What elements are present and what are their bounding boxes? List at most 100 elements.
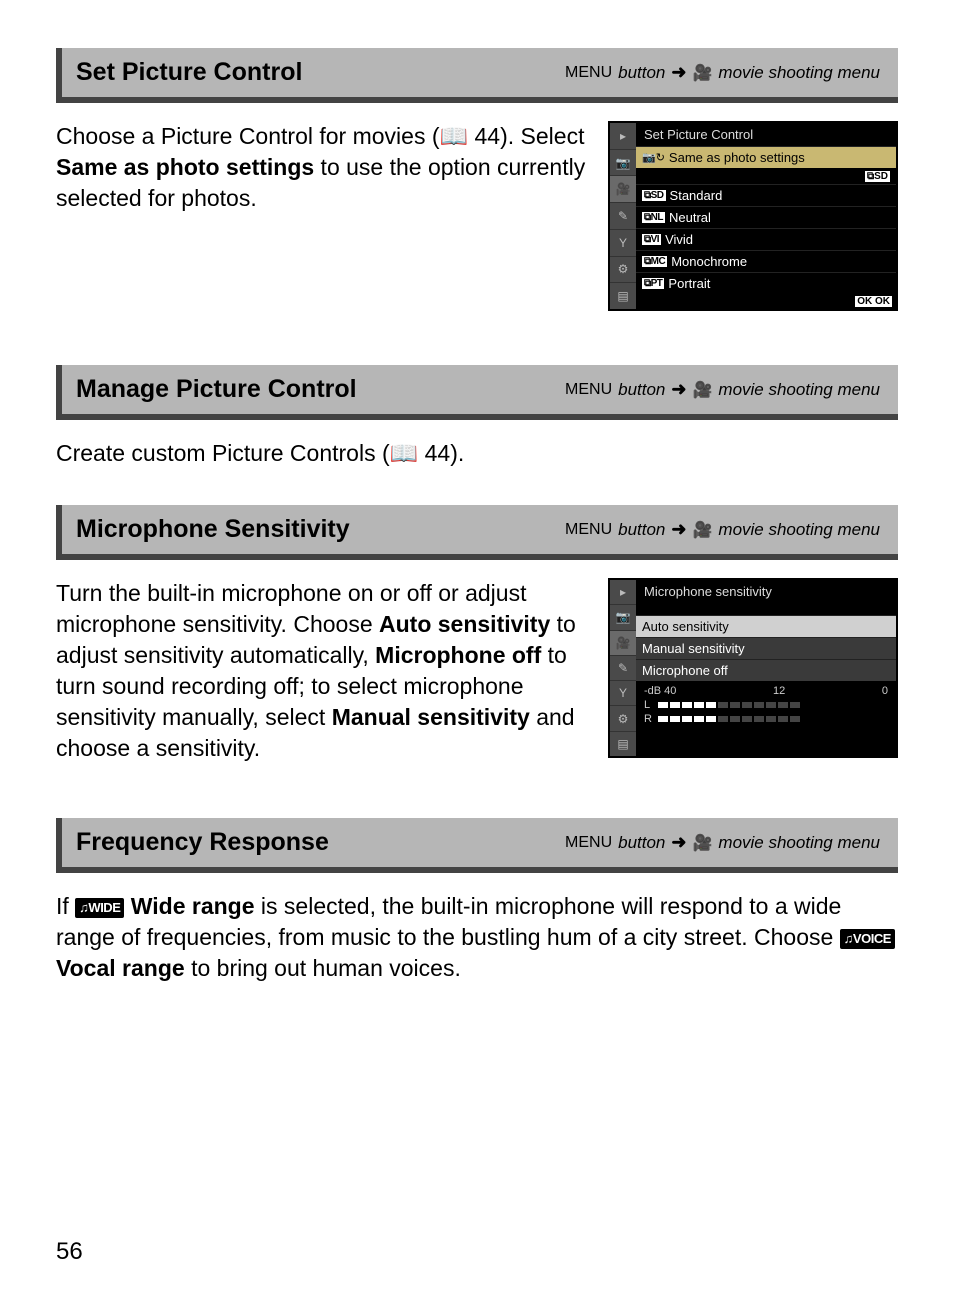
lcd-row: ⧉SD Standard <box>636 184 896 206</box>
arrow-icon: ➜ <box>671 832 686 853</box>
segments <box>658 702 800 708</box>
meter-bar-l: L <box>644 699 888 711</box>
menu-button-word: button <box>618 520 665 540</box>
tag: ⧉MC <box>642 256 667 267</box>
page-number: 56 <box>56 1238 83 1266</box>
meter-bar-r: R <box>644 713 888 725</box>
side-tab: ▤ <box>610 283 636 309</box>
section-bar-manage-picture: Manage Picture Control MENU button ➜ 🎥 m… <box>56 365 898 420</box>
arrow-icon: ➜ <box>671 519 686 540</box>
lcd-row: Manual sensitivity <box>636 637 896 659</box>
lcd-side-tabs: ▸ 📷 🎥 ✎ Y ⚙ ▤ <box>610 580 636 756</box>
meter-scale: -dB 40 12 0 <box>644 685 888 697</box>
tag: ⧉SD <box>642 190 666 201</box>
segments <box>658 716 800 722</box>
lcd-row: ⧉MC Monochrome <box>636 250 896 272</box>
section-bar-mic: Microphone Sensitivity MENU button ➜ 🎥 m… <box>56 505 898 560</box>
wide-icon: ♫WIDE <box>75 898 124 918</box>
lcd-row-label: Neutral <box>669 210 711 225</box>
side-tab: 📷 <box>610 605 636 630</box>
tag: ⧉VI <box>642 234 661 245</box>
arrow-icon: ➜ <box>671 379 686 400</box>
lcd-row-selected: Auto sensitivity <box>636 615 896 637</box>
tag: ⧉NL <box>642 212 665 223</box>
lcd-row-label: Monochrome <box>671 254 747 269</box>
menu-label: MENU <box>565 521 612 539</box>
lcd-row-label: Same as photo settings <box>669 150 805 165</box>
lcd-main: Set Picture Control 📷↻ Same as photo set… <box>636 123 896 309</box>
set-picture-row: Choose a Picture Control for movies (📖 4… <box>56 121 898 311</box>
section-bar-freq: Frequency Response MENU button ➜ 🎥 movie… <box>56 818 898 873</box>
mic-row: Turn the built-in microphone on or off o… <box>56 578 898 764</box>
lcd-mic: ▸ 📷 🎥 ✎ Y ⚙ ▤ Microphone sensitivity Aut… <box>608 578 898 758</box>
camera-sync-icon: 📷↻ <box>642 151 665 164</box>
menu-trail-text: movie shooting menu <box>718 63 880 83</box>
lcd-row: ⧉PT Portrait <box>636 272 896 294</box>
lcd-meter: -dB 40 12 0 L R <box>636 681 896 731</box>
text: If <box>56 893 75 919</box>
voice-icon: ♫VOICE <box>840 929 895 949</box>
scale-label: -dB 40 <box>644 685 676 697</box>
lcd-row-label: Vivid <box>665 232 693 247</box>
menu-button-word: button <box>618 833 665 853</box>
section-title: Frequency Response <box>76 828 329 857</box>
badge: ⧉SD <box>865 171 890 182</box>
side-tab: Y <box>610 681 636 706</box>
section-bar-set-picture: Set Picture Control MENU button ➜ 🎥 movi… <box>56 48 898 103</box>
lcd-footer: OK OK <box>636 294 896 309</box>
lcd-row-selected: 📷↻ Same as photo settings <box>636 146 896 168</box>
lcd-side-tabs: ▸ 📷 🎥 ✎ Y ⚙ ▤ <box>610 123 636 309</box>
menu-label: MENU <box>565 834 612 852</box>
menu-trail-text: movie shooting menu <box>718 833 880 853</box>
lcd-right-badge: ⧉SD <box>636 168 896 184</box>
side-tab: 📷 <box>610 150 636 177</box>
menu-trail: MENU button ➜ 🎥 movie shooting menu <box>565 62 880 83</box>
bold-text: Microphone off <box>375 642 541 668</box>
mic-body: Turn the built-in microphone on or off o… <box>56 578 586 764</box>
tag: ⧉PT <box>642 278 664 289</box>
side-tab: 🎥 <box>610 631 636 656</box>
menu-trail-text: movie shooting menu <box>718 380 880 400</box>
ok-badge: OK OK <box>855 296 892 307</box>
movie-icon: 🎥 <box>692 833 712 853</box>
lcd-title: Set Picture Control <box>636 123 896 146</box>
lcd-title: Microphone sensitivity <box>636 580 896 603</box>
lcd-row: Microphone off <box>636 659 896 681</box>
lcd-set-picture: ▸ 📷 🎥 ✎ Y ⚙ ▤ Set Picture Control 📷↻ Sam… <box>608 121 898 311</box>
section-title: Set Picture Control <box>76 58 302 87</box>
channel-label: L <box>644 699 654 711</box>
bold-text: Auto sensitivity <box>379 611 550 637</box>
menu-button-word: button <box>618 63 665 83</box>
menu-trail-text: movie shooting menu <box>718 520 880 540</box>
text: to bring out human voices. <box>185 955 461 981</box>
menu-trail: MENU button ➜ 🎥 movie shooting menu <box>565 832 880 853</box>
bold-text: Same as photo settings <box>56 154 314 180</box>
section-title: Manage Picture Control <box>76 375 357 404</box>
lcd-row-label: Portrait <box>668 276 710 291</box>
side-tab: ✎ <box>610 203 636 230</box>
lcd-row: ⧉VI Vivid <box>636 228 896 250</box>
side-tab: ▤ <box>610 732 636 756</box>
lcd-row: ⧉NL Neutral <box>636 206 896 228</box>
side-tab: ▸ <box>610 580 636 605</box>
movie-icon: 🎥 <box>692 520 712 540</box>
movie-icon: 🎥 <box>692 63 712 83</box>
movie-icon: 🎥 <box>692 380 712 400</box>
menu-label: MENU <box>565 64 612 82</box>
side-tab: 🎥 <box>610 176 636 203</box>
scale-label: 0 <box>882 685 888 697</box>
bold-text: Manual sensitivity <box>332 704 530 730</box>
manage-picture-body: Create custom Picture Controls (📖 44). <box>56 438 898 469</box>
side-tab: ⚙ <box>610 706 636 731</box>
bold-text: Wide range <box>131 893 255 919</box>
freq-body: If ♫WIDE Wide range is selected, the bui… <box>56 891 898 984</box>
side-tab: ▸ <box>610 123 636 150</box>
side-tab: ✎ <box>610 656 636 681</box>
bold-text: Vocal range <box>56 955 185 981</box>
side-tab: ⚙ <box>610 257 636 284</box>
menu-button-word: button <box>618 380 665 400</box>
lcd-row-label: Standard <box>670 188 723 203</box>
scale-label: 12 <box>773 685 785 697</box>
menu-trail: MENU button ➜ 🎥 movie shooting menu <box>565 379 880 400</box>
lcd-main: Microphone sensitivity Auto sensitivity … <box>636 580 896 756</box>
